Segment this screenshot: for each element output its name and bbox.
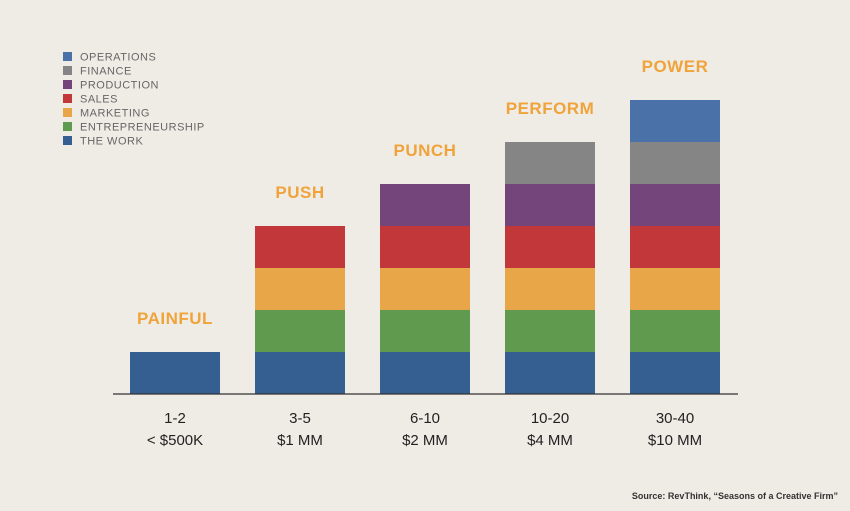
legend-swatch-finance	[63, 66, 72, 75]
x-tick-sublabel-5: $10 MM	[648, 432, 702, 449]
x-tick-sublabel-2: $1 MM	[277, 432, 323, 449]
x-tick-label-4: 10-20	[531, 410, 569, 427]
legend-label-sales: SALES	[80, 94, 118, 106]
bar-segment-production-5	[630, 184, 720, 226]
bar-segment-marketing-5	[630, 268, 720, 310]
bar-segment-production-4	[505, 184, 595, 226]
bar-segment-the-work-5	[630, 352, 720, 394]
stage-label-punch: PUNCH	[394, 141, 457, 160]
stage-labels: PAINFUL PUSH PUNCH PERFORM POWER	[137, 57, 708, 328]
bars	[130, 100, 720, 394]
x-tick-label-3: 6-10	[410, 410, 440, 427]
x-tick-sublabel-3: $2 MM	[402, 432, 448, 449]
legend-label-operations: OPERATIONS	[80, 52, 156, 64]
stage-label-perform: PERFORM	[506, 99, 595, 118]
bar-segment-production-3	[380, 184, 470, 226]
x-tick-labels: 1-2 < $500K 3-5 $1 MM 6-10 $2 MM 10-20 $4 MM 30-…	[147, 410, 702, 449]
x-tick-label-1: 1-2	[164, 410, 186, 427]
bar-segment-marketing-4	[505, 268, 595, 310]
legend-label-the-work: THE WORK	[80, 136, 143, 148]
stage-label-push: PUSH	[275, 183, 324, 202]
bar-segment-sales-4	[505, 226, 595, 268]
bar-segment-operations-5	[630, 100, 720, 142]
bar-segment-sales-3	[380, 226, 470, 268]
source-note: Source: RevThink, “Seasons of a Creative…	[632, 491, 838, 501]
legend-label-production: PRODUCTION	[80, 80, 159, 92]
legend-label-finance: FINANCE	[80, 66, 132, 78]
legend-swatch-sales	[63, 94, 72, 103]
bar-segment-the-work-2	[255, 352, 345, 394]
bar-segment-entrepreneurship-5	[630, 310, 720, 352]
bar-segment-finance-4	[505, 142, 595, 184]
bar-segment-the-work-4	[505, 352, 595, 394]
bar-segment-sales-5	[630, 226, 720, 268]
x-tick-sublabel-4: $4 MM	[527, 432, 573, 449]
stage-label-power: POWER	[642, 57, 709, 76]
bar-segment-marketing-2	[255, 268, 345, 310]
legend-swatch-production	[63, 80, 72, 89]
x-tick-label-5: 30-40	[656, 410, 694, 427]
legend-swatch-entrepreneurship	[63, 122, 72, 131]
legend-swatch-operations	[63, 52, 72, 61]
bar-segment-entrepreneurship-4	[505, 310, 595, 352]
legend-label-marketing: MARKETING	[80, 108, 150, 120]
legend-swatch-marketing	[63, 108, 72, 117]
legend: OPERATIONS FINANCE PRODUCTION SALES MARKETIN…	[63, 52, 205, 148]
bar-segment-entrepreneurship-3	[380, 310, 470, 352]
bar-segment-sales-2	[255, 226, 345, 268]
bar-segment-entrepreneurship-2	[255, 310, 345, 352]
legend-swatch-the-work	[63, 136, 72, 145]
stage-label-painful: PAINFUL	[137, 309, 213, 328]
bar-segment-the-work-3	[380, 352, 470, 394]
bar-segment-finance-5	[630, 142, 720, 184]
x-tick-sublabel-1: < $500K	[147, 432, 203, 449]
bar-segment-the-work-1	[130, 352, 220, 394]
bar-segment-marketing-3	[380, 268, 470, 310]
legend-label-entrepreneurship: ENTREPRENEURSHIP	[80, 122, 205, 134]
x-tick-label-2: 3-5	[289, 410, 311, 427]
